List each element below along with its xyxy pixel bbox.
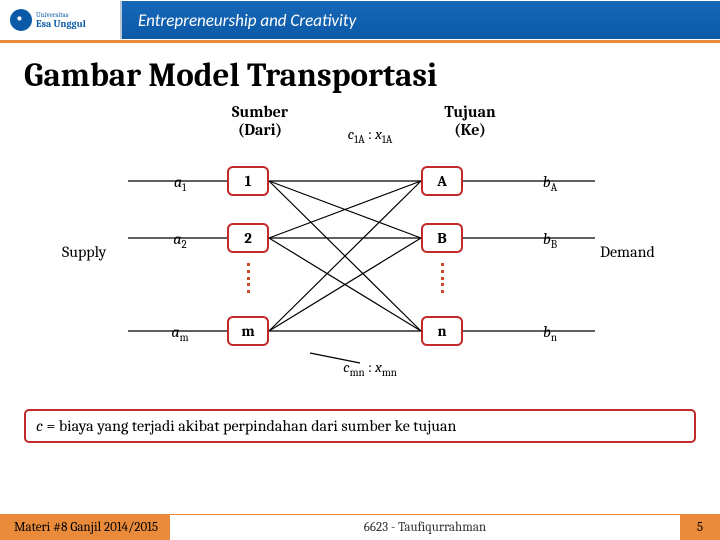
am-label: am	[160, 323, 200, 344]
footer-page: 5	[680, 514, 720, 540]
logo-icon	[10, 9, 32, 31]
source-node-2: 2	[227, 223, 269, 253]
dest-node-A: A	[421, 166, 463, 196]
dest-header-l1: Tujuan	[444, 103, 495, 121]
supply-label: Supply	[62, 243, 106, 261]
a1-label: a1	[160, 173, 200, 194]
dest-node-n: n	[421, 316, 463, 346]
source-header-l1: Sumber	[232, 103, 288, 121]
transport-diagram: Sumber (Dari) Tujuan (Ke) c1A : x1A Supp…	[0, 103, 720, 403]
source-header: Sumber (Dari)	[210, 103, 310, 140]
logo-main: Esa Unggul	[36, 18, 86, 30]
dest-dots	[441, 263, 444, 293]
dest-node-B: B	[421, 223, 463, 253]
logo-text: Universitas Esa Unggul	[36, 12, 86, 29]
bA-label: bA	[530, 173, 570, 194]
demand-label: Demand	[600, 243, 655, 261]
source-dots	[247, 263, 250, 293]
footer: Materi #8 Ganjil 2014/2015 6623 - Taufiq…	[0, 514, 720, 540]
dest-header-l2: (Ke)	[454, 121, 486, 139]
legend-text: = biaya yang terjadi akibat perpindahan …	[43, 417, 457, 435]
footer-mid: 6623 - Taufiqurrahman	[170, 514, 680, 540]
legend: c = biaya yang terjadi akibat perpindaha…	[24, 409, 696, 443]
bB-label: bB	[530, 230, 570, 251]
legend-c: c	[36, 417, 43, 435]
source-header-l2: (Dari)	[238, 121, 282, 139]
source-node-1: 1	[227, 166, 269, 196]
a2-label: a2	[160, 230, 200, 251]
logo: Universitas Esa Unggul	[0, 0, 120, 40]
course-title: Entrepreneurship and Creativity	[120, 1, 720, 39]
bot-cost-label: cmn : xmn	[325, 358, 415, 379]
source-node-m: m	[227, 316, 269, 346]
footer-left: Materi #8 Ganjil 2014/2015	[0, 514, 170, 540]
bn-label: bn	[530, 323, 570, 344]
top-cost-label: c1A : x1A	[325, 125, 415, 146]
header: Universitas Esa Unggul Entrepreneurship …	[0, 0, 720, 40]
page-title: Gambar Model Transportasi	[0, 43, 720, 103]
dest-header: Tujuan (Ke)	[420, 103, 520, 140]
